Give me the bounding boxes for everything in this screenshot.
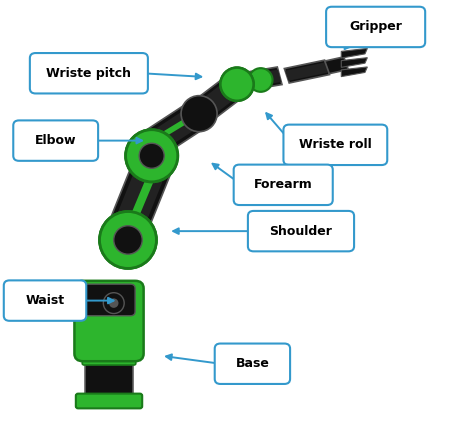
Ellipse shape [126,130,178,182]
Polygon shape [284,60,329,83]
Ellipse shape [114,226,142,254]
FancyBboxPatch shape [30,53,148,93]
FancyBboxPatch shape [326,7,425,47]
Ellipse shape [126,130,178,182]
FancyBboxPatch shape [283,125,387,165]
Polygon shape [240,69,282,88]
Polygon shape [109,164,171,232]
Ellipse shape [181,96,217,132]
Ellipse shape [100,211,156,269]
FancyBboxPatch shape [248,211,354,251]
Text: Waist: Waist [26,294,64,307]
Ellipse shape [114,226,142,254]
Text: Gripper: Gripper [349,21,402,33]
Polygon shape [325,57,348,74]
Ellipse shape [103,293,124,314]
FancyBboxPatch shape [76,394,142,408]
Ellipse shape [100,211,156,269]
FancyBboxPatch shape [74,281,144,361]
Polygon shape [128,165,160,224]
Polygon shape [113,165,166,231]
Text: Forearm: Forearm [254,179,312,191]
FancyBboxPatch shape [234,165,333,205]
FancyBboxPatch shape [83,284,135,316]
Polygon shape [341,58,367,67]
Ellipse shape [220,68,254,101]
Ellipse shape [249,68,273,92]
Polygon shape [341,67,367,77]
Polygon shape [341,48,367,58]
Polygon shape [146,106,208,151]
Text: Wriste roll: Wriste roll [299,139,372,151]
FancyBboxPatch shape [13,120,98,161]
Text: Base: Base [236,357,269,370]
FancyBboxPatch shape [4,280,86,321]
FancyBboxPatch shape [215,344,290,384]
Polygon shape [143,103,210,154]
Ellipse shape [139,143,164,168]
Text: Shoulder: Shoulder [270,225,332,237]
Text: Wriste pitch: Wriste pitch [46,67,131,80]
Polygon shape [191,82,240,120]
FancyBboxPatch shape [85,352,133,408]
Ellipse shape [109,298,118,308]
Ellipse shape [229,77,245,92]
Polygon shape [188,80,243,123]
Ellipse shape [220,68,254,101]
Polygon shape [239,67,282,91]
Polygon shape [155,109,203,141]
Polygon shape [285,62,329,81]
FancyBboxPatch shape [82,353,136,365]
Ellipse shape [139,143,164,168]
Text: Elbow: Elbow [35,134,76,147]
